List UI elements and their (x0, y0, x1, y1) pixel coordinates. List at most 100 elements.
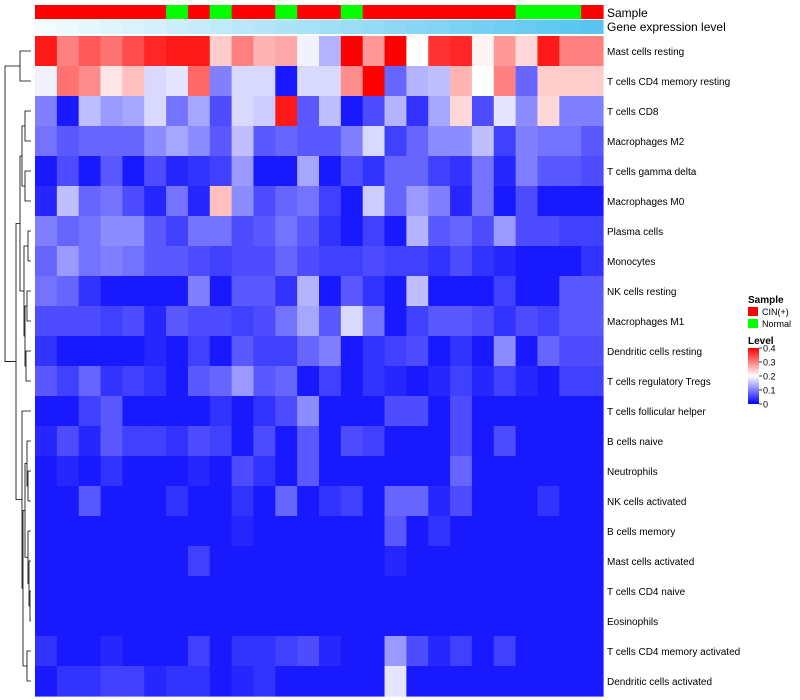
heatmap-cell (166, 246, 189, 277)
heatmap-cell (493, 516, 517, 547)
heatmap-cell (340, 96, 364, 127)
heatmap-cell (122, 156, 145, 187)
heatmap-cell (78, 66, 102, 97)
heatmap-cell (122, 606, 145, 637)
row-label: T cells gamma delta (607, 167, 697, 178)
expression-annotation-bar (35, 20, 604, 34)
heatmap-cell (428, 486, 451, 517)
heatmap-cell (275, 366, 298, 397)
expression-annot-cell (428, 20, 451, 34)
heatmap-cell (340, 516, 364, 547)
heatmap-cell (144, 216, 167, 247)
heatmap-cell (166, 636, 189, 667)
heatmap-cell (581, 126, 604, 157)
heatmap-cell (253, 576, 276, 607)
row-label: Neutrophils (607, 467, 658, 478)
heatmap-cell (209, 606, 233, 637)
heatmap-cell (78, 426, 102, 457)
heatmap-cell (581, 666, 604, 697)
heatmap-cell (35, 66, 58, 97)
heatmap-cell (100, 366, 123, 397)
heatmap-cell (166, 276, 189, 307)
heatmap-cell (471, 66, 495, 97)
heatmap-cell (231, 456, 255, 487)
expression-annot-cell (362, 20, 386, 34)
heatmap-cell (450, 246, 473, 277)
heatmap-cell (144, 576, 167, 607)
heatmap-cell (362, 66, 386, 97)
heatmap-cell (559, 276, 582, 307)
heatmap-cell (78, 456, 102, 487)
heatmap-cell (187, 306, 211, 337)
heatmap-cell (144, 486, 167, 517)
heatmap-cell (122, 306, 145, 337)
legend-normal-swatch (748, 319, 758, 328)
heatmap-cell (537, 156, 560, 187)
heatmap-cell (515, 336, 539, 367)
heatmap-cell (515, 576, 539, 607)
heatmap-cell (35, 156, 58, 187)
heatmap-cell (559, 306, 582, 337)
heatmap-cell (166, 516, 189, 547)
expression-annot-cell (78, 20, 102, 34)
heatmap-cell (144, 36, 167, 67)
heatmap-cell (581, 516, 604, 547)
expression-annot-cell (537, 20, 560, 34)
heatmap-cell (581, 636, 604, 667)
heatmap-cell (100, 246, 123, 277)
heatmap-cell (35, 276, 58, 307)
heatmap-cell (275, 606, 298, 637)
heatmap-cell (471, 456, 495, 487)
heatmap-cell (340, 546, 364, 577)
heatmap-cell (100, 66, 123, 97)
heatmap-cell (471, 186, 495, 217)
heatmap-cell (231, 336, 255, 367)
heatmap-cell (340, 276, 364, 307)
heatmap-cell (493, 36, 517, 67)
heatmap-cell (166, 486, 189, 517)
heatmap-cell (231, 186, 255, 217)
row-label: Mast cells resting (607, 47, 684, 58)
heatmap-cell (78, 366, 102, 397)
heatmap-cell (515, 36, 539, 67)
heatmap-cell (384, 666, 407, 697)
heatmap-cell (231, 276, 255, 307)
heatmap-cell (362, 336, 386, 367)
heatmap-cell (209, 66, 233, 97)
heatmap-cell (581, 336, 604, 367)
sample-annot-cell (471, 5, 495, 19)
heatmap-cell (78, 216, 102, 247)
heatmap-cell (35, 606, 58, 637)
sample-annot-cell (559, 5, 582, 19)
heatmap-cell (231, 96, 255, 127)
heatmap-cell (340, 636, 364, 667)
expression-annot-cell (340, 20, 364, 34)
heatmap-cell (537, 216, 560, 247)
heatmap-cell (231, 246, 255, 277)
heatmap-cell (100, 96, 123, 127)
legend-level-tick-label: 0.2 (763, 372, 776, 382)
heatmap-cell (166, 186, 189, 217)
heatmap-cell (319, 156, 342, 187)
heatmap-cell (471, 426, 495, 457)
heatmap-cell (297, 486, 320, 517)
heatmap-cell (384, 126, 407, 157)
heatmap-cell (209, 216, 233, 247)
heatmap-cell (56, 666, 80, 697)
heatmap-cell (319, 126, 342, 157)
heatmap-cell (362, 426, 386, 457)
heatmap-cell (362, 276, 386, 307)
heatmap-cell (581, 606, 604, 637)
heatmap-cell (340, 336, 364, 367)
heatmap-cell (384, 486, 407, 517)
heatmap-cell (428, 636, 451, 667)
heatmap-cell (319, 546, 342, 577)
heatmap-cell (559, 666, 582, 697)
expression-annot-cell (559, 20, 582, 34)
heatmap-cell (493, 336, 517, 367)
heatmap-cell (319, 216, 342, 247)
heatmap-cell (340, 186, 364, 217)
heatmap-cell (144, 456, 167, 487)
heatmap-cell (537, 126, 560, 157)
heatmap-cell (450, 306, 473, 337)
